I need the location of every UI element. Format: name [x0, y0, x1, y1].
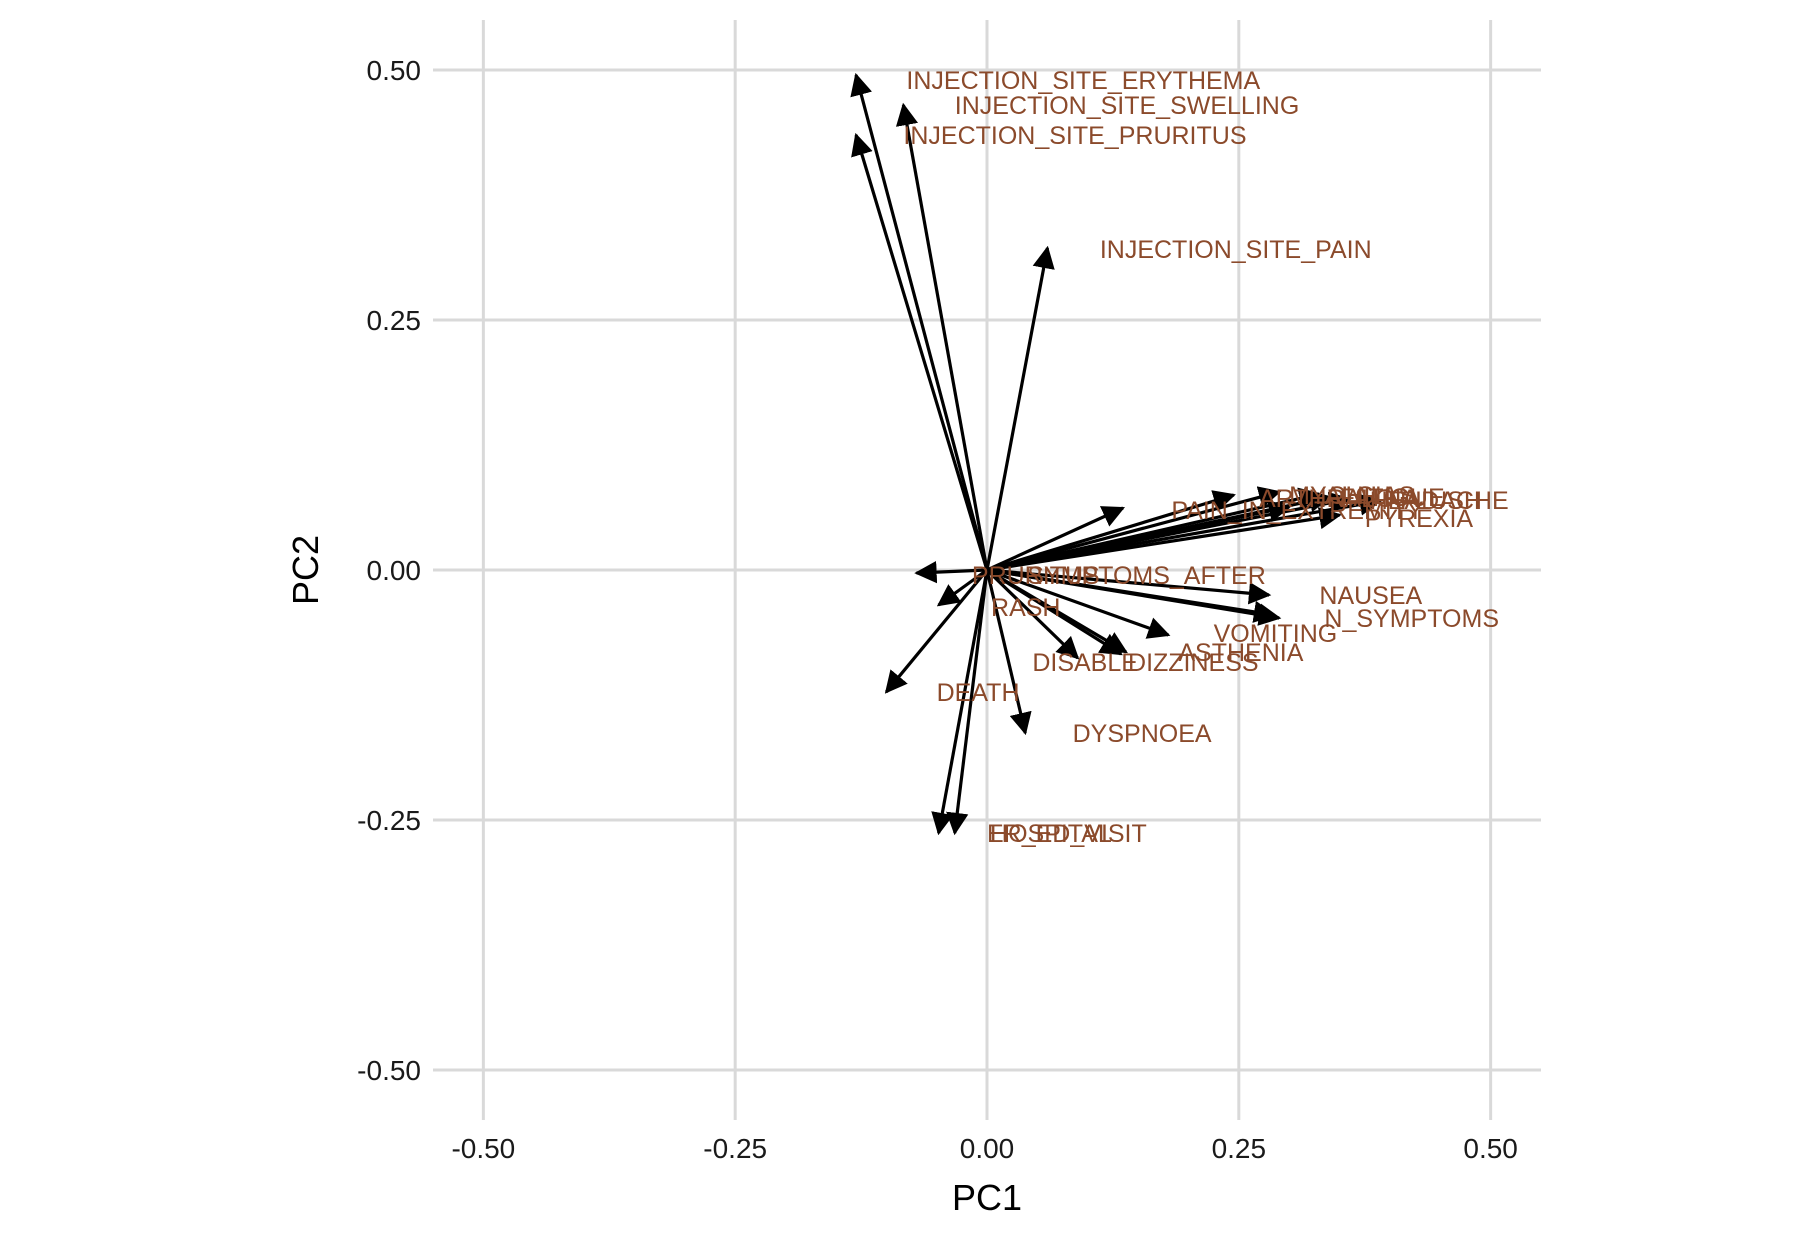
x-tick-label: 0.25	[1212, 1133, 1267, 1164]
loading-label: DEATH	[937, 679, 1020, 707]
loading-label: VOMITING	[1214, 620, 1338, 648]
loading-label: MYALGIA	[1289, 482, 1399, 510]
loading-label: HEADACHE	[1370, 487, 1509, 515]
loading-arrow	[895, 102, 989, 571]
loading-arrow	[986, 568, 1171, 639]
loading-label: ASTHENIA	[1178, 639, 1303, 667]
loading-label: INJECTION_SITE_SWELLING	[955, 92, 1300, 120]
loading-label: INJECTION_SITE_PRURITUS	[903, 122, 1246, 150]
x-axis-title: PC1	[952, 1177, 1022, 1218]
y-axis-ticks: -0.50 -0.25 0.00 0.25 0.50	[357, 55, 421, 1086]
loading-arrow	[986, 568, 1282, 626]
loading-label: ER_ED_VISIT	[987, 820, 1147, 848]
loading-label: CHILLS	[1327, 482, 1415, 510]
x-tick-label: 0.00	[960, 1133, 1015, 1164]
loading-label: SYMPTOMS_AFTER	[1027, 562, 1265, 590]
grid	[433, 20, 1541, 1120]
loading-arrow	[985, 245, 1055, 571]
y-axis-title: PC2	[285, 535, 326, 605]
loading-label: INJECTION_SITE_ERYTHEMA	[906, 67, 1260, 95]
loading-label: FLUSH	[1400, 487, 1482, 515]
loading-arrow	[986, 486, 1282, 572]
loading-arrow	[986, 506, 1126, 572]
y-tick-label: 0.00	[367, 555, 422, 586]
loading-arrow	[946, 569, 989, 836]
loading-arrow	[986, 568, 1123, 656]
loading-arrow	[884, 568, 989, 694]
loading-vectors	[850, 72, 1383, 836]
y-tick-label: -0.50	[357, 1055, 421, 1086]
loading-label: DIZZINESS	[1128, 649, 1259, 677]
loading-label: DISABLE	[1032, 649, 1138, 677]
x-tick-label: 0.50	[1463, 1133, 1518, 1164]
loading-arrow	[914, 560, 988, 584]
loading-label: DYSPNOEA	[1073, 720, 1212, 748]
loading-arrow	[936, 568, 988, 607]
loading-labels: INJECTION_SITE_ERYTHEMAINJECTION_SITE_SW…	[903, 67, 1508, 848]
loading-label: NAUSEA	[1319, 582, 1422, 610]
y-tick-label: 0.25	[367, 305, 422, 336]
loading-arrow	[851, 132, 989, 571]
loading-label: PYREXIA	[1365, 505, 1474, 533]
loading-arrow	[986, 500, 1292, 572]
loading-arrow	[931, 569, 989, 836]
loading-arrow	[986, 568, 1272, 605]
loading-label: FATIGUE	[1340, 484, 1445, 512]
loading-arrow	[985, 568, 1080, 660]
loading-label: RASH	[991, 594, 1060, 622]
loading-arrow	[850, 72, 989, 571]
y-tick-label: -0.25	[357, 805, 421, 836]
loading-label: ARTHRALGIA	[1259, 485, 1419, 513]
x-tick-label: -0.25	[703, 1133, 767, 1164]
x-tick-label: -0.50	[451, 1133, 515, 1164]
loading-label: N_SYMPTOMS	[1324, 605, 1499, 633]
loading-label: PRURITUS	[972, 562, 1100, 590]
loading-label: HOSPITAL	[990, 820, 1112, 848]
loading-arrow	[985, 569, 1032, 736]
loading-label: PAIN_IN_EXTREMITY	[1171, 497, 1424, 525]
y-tick-label: 0.50	[367, 55, 422, 86]
loading-label: INJECTION_SITE_PAIN	[1100, 236, 1372, 264]
loading-arrow	[986, 507, 1342, 572]
x-axis-ticks: -0.50 -0.25 0.00 0.25 0.50	[451, 1133, 1517, 1164]
